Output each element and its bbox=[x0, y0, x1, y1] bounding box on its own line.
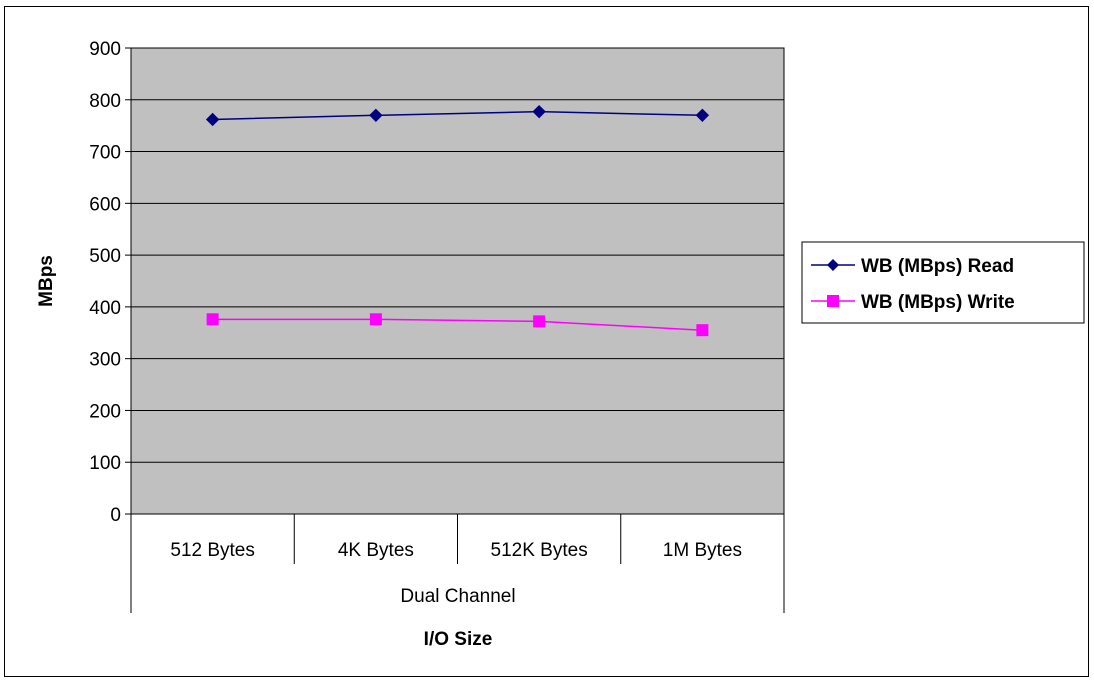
data-point-write bbox=[533, 315, 546, 328]
legend-marker-square bbox=[827, 295, 839, 307]
data-point-read bbox=[205, 112, 220, 127]
x-tick-label: 4K Bytes bbox=[338, 540, 414, 561]
legend: WB (MBps) Read WB (MBps) Write bbox=[801, 241, 1085, 324]
y-tick-label: 100 bbox=[89, 453, 121, 474]
y-tick-label: 300 bbox=[89, 350, 121, 371]
data-point-read bbox=[369, 108, 383, 123]
y-tick-label: 200 bbox=[89, 401, 121, 422]
category-group-label: Dual Channel bbox=[400, 586, 515, 607]
x-axis: 512 Bytes 4K Bytes 512K Bytes 1M Bytes bbox=[130, 514, 785, 613]
y-tick-label: 600 bbox=[89, 194, 121, 215]
y-tick-label: 900 bbox=[89, 39, 121, 60]
series-line-read bbox=[212, 110, 703, 121]
plot-area bbox=[130, 47, 785, 515]
x-tick-label: 512 Bytes bbox=[170, 540, 255, 561]
legend-marker-diamond bbox=[827, 259, 839, 271]
data-point-read bbox=[532, 104, 546, 119]
legend-label: WB (MBps) Write bbox=[861, 292, 1015, 313]
data-point-read bbox=[695, 108, 710, 123]
x-axis-title: I/O Size bbox=[424, 629, 493, 650]
legend-label: WB (MBps) Read bbox=[861, 256, 1014, 277]
line-chart: 0 100 200 300 400 500 600 700 800 900 512 Bytes 4K… bbox=[36, 39, 1085, 650]
x-tick-label: 1M Bytes bbox=[663, 540, 742, 561]
legend-box bbox=[801, 241, 1085, 324]
y-axis-title: MBps bbox=[36, 255, 57, 307]
gridlines bbox=[131, 99, 784, 463]
y-tick-label: 0 bbox=[110, 505, 121, 526]
x-tick-label: 512K Bytes bbox=[491, 540, 588, 561]
y-tick-label: 700 bbox=[89, 143, 121, 164]
data-point-write bbox=[369, 313, 382, 326]
data-point-write bbox=[206, 313, 219, 326]
y-tick-label: 800 bbox=[89, 91, 121, 112]
series-group bbox=[205, 104, 710, 337]
y-axis-ticks: 0 100 200 300 400 500 600 700 800 900 bbox=[89, 39, 131, 526]
y-tick-label: 500 bbox=[89, 246, 121, 267]
chart-frame: 0 100 200 300 400 500 600 700 800 900 512 Bytes 4K… bbox=[4, 6, 1089, 677]
series-line-write bbox=[212, 318, 703, 331]
data-point-write bbox=[696, 324, 709, 337]
y-tick-label: 400 bbox=[89, 298, 121, 319]
